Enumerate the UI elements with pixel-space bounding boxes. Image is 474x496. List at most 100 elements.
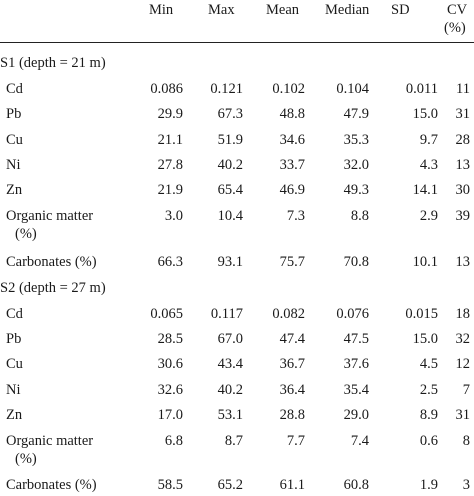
cell-sd: 0.015 (405, 306, 438, 322)
table-row: Organic matter 6.8 8.7 7.7 7.4 0.6 8 (0, 431, 474, 451)
cell-max: 0.117 (210, 306, 243, 322)
table-row: Carbonates (%) 58.5 65.2 61.1 60.8 1.9 3 (0, 475, 474, 495)
cell-mean: 7.7 (286, 433, 305, 449)
cell-sd: 4.3 (419, 157, 438, 173)
row-label: Ni (6, 382, 21, 398)
cell-median: 0.104 (336, 81, 369, 97)
cell-sd: 15.0 (412, 331, 438, 347)
cell-cv: 31 (455, 106, 471, 122)
section-title: S2 (depth = 27 m) (0, 280, 106, 296)
header-mean: Mean (266, 2, 300, 18)
cell-min: 0.086 (150, 81, 183, 97)
row-label: Cu (6, 132, 23, 148)
row-label: Organic matter (6, 208, 94, 224)
row-label: Pb (6, 106, 22, 122)
cell-mean: 0.082 (272, 306, 305, 322)
cell-cv: 31 (455, 407, 471, 423)
cell-sd: 0.6 (419, 433, 438, 449)
cell-max: 67.3 (217, 106, 243, 122)
cell-sd: 14.1 (412, 182, 438, 198)
header-cv-unit: (%) (444, 20, 466, 36)
table-row: Pb 28.5 67.0 47.4 47.5 15.0 32 (0, 329, 474, 349)
row-label: Carbonates (%) (6, 254, 97, 270)
cell-cv: 13 (455, 254, 471, 270)
cell-sd: 9.7 (419, 132, 438, 148)
row-label: Zn (6, 407, 23, 423)
cell-mean: 36.7 (279, 356, 305, 372)
cell-min: 58.5 (157, 477, 183, 493)
cell-sd: 4.5 (419, 356, 438, 372)
section-title: S1 (depth = 21 m) (0, 55, 106, 71)
cell-mean: 36.4 (279, 382, 305, 398)
table-row: Cu 21.1 51.9 34.6 35.3 9.7 28 (0, 130, 474, 150)
cell-median: 0.076 (336, 306, 369, 322)
cell-median: 8.8 (350, 208, 369, 224)
table-row: Cu 30.6 43.4 36.7 37.6 4.5 12 (0, 354, 474, 374)
cell-max: 8.7 (224, 433, 243, 449)
cell-max: 67.0 (217, 331, 243, 347)
cell-sd: 2.9 (419, 208, 438, 224)
cell-mean: 28.8 (279, 407, 305, 423)
cell-mean: 75.7 (279, 254, 305, 270)
row-label: Carbonates (%) (6, 477, 97, 493)
cell-median: 60.8 (343, 477, 369, 493)
header-cv: CV (447, 2, 468, 18)
table-row: Zn 21.9 65.4 46.9 49.3 14.1 30 (0, 180, 474, 200)
cell-min: 21.9 (157, 182, 183, 198)
cell-cv: 11 (456, 81, 470, 97)
cell-max: 65.4 (217, 182, 243, 198)
table-row-continuation: (%) (0, 224, 474, 244)
cell-sd: 1.9 (419, 477, 438, 493)
cell-mean: 61.1 (279, 477, 305, 493)
row-label: Cu (6, 356, 23, 372)
cell-min: 3.0 (164, 208, 183, 224)
cell-cv: 13 (455, 157, 471, 173)
cell-median: 29.0 (343, 407, 369, 423)
cell-median: 7.4 (350, 433, 369, 449)
cell-cv: 3 (462, 477, 470, 493)
cell-cv: 28 (455, 132, 471, 148)
cell-median: 37.6 (343, 356, 369, 372)
cell-max: 43.4 (217, 356, 243, 372)
row-label: Pb (6, 331, 22, 347)
cell-max: 65.2 (217, 477, 243, 493)
cell-sd: 2.5 (419, 382, 438, 398)
cell-min: 28.5 (157, 331, 183, 347)
cell-max: 53.1 (217, 407, 243, 423)
cell-max: 0.121 (210, 81, 243, 97)
cell-max: 10.4 (217, 208, 243, 224)
table-row: Pb 29.9 67.3 48.8 47.9 15.0 31 (0, 104, 474, 124)
cell-max: 93.1 (217, 254, 243, 270)
cell-cv: 7 (462, 382, 470, 398)
cell-sd: 0.011 (405, 81, 438, 97)
cell-cv: 8 (462, 433, 470, 449)
row-label-continuation: (%) (15, 451, 37, 467)
row-label: Ni (6, 157, 21, 173)
header-rule (0, 42, 474, 43)
cell-cv: 39 (455, 208, 471, 224)
section-title-row: S1 (depth = 21 m) (0, 53, 474, 73)
row-label: Cd (6, 81, 23, 97)
table-row: Ni 32.6 40.2 36.4 35.4 2.5 7 (0, 380, 474, 400)
cell-mean: 46.9 (279, 182, 305, 198)
cell-min: 0.065 (150, 306, 183, 322)
cell-median: 32.0 (343, 157, 369, 173)
cell-median: 35.4 (343, 382, 369, 398)
cell-median: 47.5 (343, 331, 369, 347)
cell-min: 21.1 (157, 132, 183, 148)
header-median: Median (325, 2, 370, 18)
table-row: Organic matter 3.0 10.4 7.3 8.8 2.9 39 (0, 206, 474, 226)
cell-min: 30.6 (157, 356, 183, 372)
row-label: Zn (6, 182, 23, 198)
table-row: Zn 17.0 53.1 28.8 29.0 8.9 31 (0, 405, 474, 425)
cell-cv: 18 (455, 306, 471, 322)
cell-min: 6.8 (164, 433, 183, 449)
cell-median: 70.8 (343, 254, 369, 270)
cell-cv: 12 (455, 356, 471, 372)
cell-mean: 34.6 (279, 132, 305, 148)
cell-mean: 33.7 (279, 157, 305, 173)
cell-min: 66.3 (157, 254, 183, 270)
cell-sd: 10.1 (412, 254, 438, 270)
row-label-continuation: (%) (15, 226, 37, 242)
